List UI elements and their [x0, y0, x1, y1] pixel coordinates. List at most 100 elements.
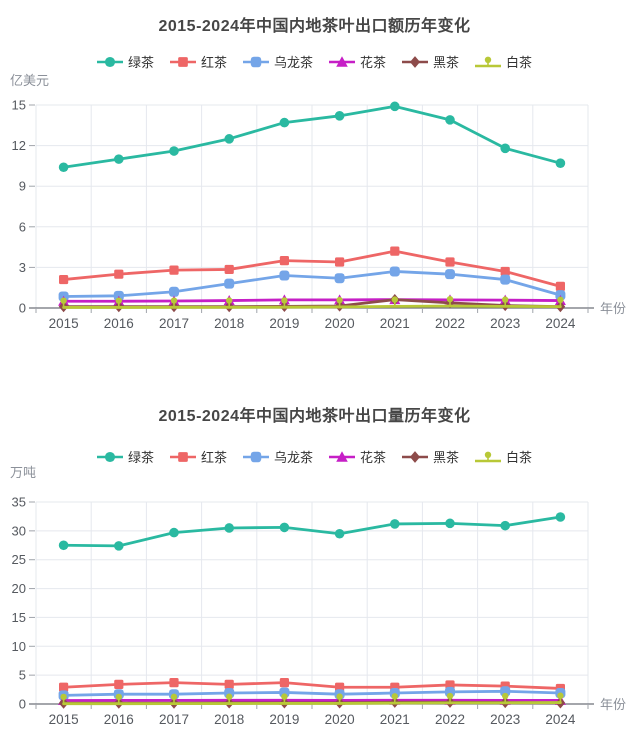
series-point-green-tea[interactable] — [58, 540, 69, 551]
series-point-white-tea[interactable] — [170, 297, 178, 304]
series-point-green-tea[interactable] — [169, 146, 179, 156]
legend-item-oolong-tea[interactable]: 乌龙茶 — [242, 52, 313, 71]
green-tea-legend-symbol[interactable] — [104, 56, 115, 67]
legend-item-black-tea[interactable]: 红茶 — [169, 52, 227, 71]
series-point-white-tea[interactable] — [281, 693, 288, 700]
y-axis-name: 亿美元 — [10, 73, 50, 88]
series-point-black-tea[interactable] — [279, 678, 289, 688]
series-point-white-tea[interactable] — [60, 297, 67, 304]
series-point-green-tea[interactable] — [224, 134, 234, 144]
legend-item-white-tea[interactable]: 白茶 — [475, 52, 532, 71]
series-point-white-tea[interactable] — [226, 693, 233, 700]
series-point-green-tea[interactable] — [334, 528, 345, 539]
x-axis-name: 年份 — [600, 697, 626, 712]
series-point-white-tea[interactable] — [502, 692, 509, 700]
x-tick-label: 2020 — [325, 316, 355, 331]
series-point-black-tea[interactable] — [224, 679, 234, 689]
series-point-white-tea[interactable] — [557, 692, 564, 699]
oolong-tea-legend-symbol[interactable] — [250, 56, 262, 67]
series-point-oolong-tea[interactable] — [500, 274, 511, 285]
legend-item-green-tea[interactable]: 绿茶 — [96, 447, 154, 466]
series-point-green-tea[interactable] — [114, 154, 124, 164]
series-point-green-tea[interactable] — [445, 115, 455, 125]
black-tea-legend-symbol[interactable] — [178, 451, 188, 462]
series-point-white-tea[interactable] — [391, 693, 398, 700]
flower-tea-legend-symbol[interactable] — [336, 55, 348, 67]
y-tick-label: 35 — [12, 495, 26, 510]
flower-tea-legend-symbol[interactable] — [336, 450, 348, 462]
series-point-black-tea[interactable] — [59, 274, 69, 285]
series-point-oolong-tea[interactable] — [445, 269, 455, 280]
series-point-oolong-tea[interactable] — [169, 286, 179, 297]
series-point-green-tea[interactable] — [58, 162, 69, 173]
series-point-white-tea[interactable] — [502, 296, 509, 303]
series-line-green-tea — [62, 515, 562, 548]
green-tea-legend-marker-icon — [96, 56, 123, 67]
series-point-white-tea[interactable] — [446, 692, 454, 700]
series-point-white-tea[interactable] — [391, 296, 398, 303]
series-point-white-tea[interactable] — [226, 297, 233, 304]
series-point-green-tea[interactable] — [279, 522, 290, 533]
series-point-green-tea[interactable] — [555, 512, 566, 522]
series-point-black-tea[interactable] — [59, 682, 69, 692]
series-point-oolong-tea[interactable] — [334, 273, 345, 284]
x-tick-label: 2022 — [435, 316, 465, 331]
legend-item-flower-tea[interactable]: 花茶 — [329, 52, 386, 71]
green-tea-legend-symbol[interactable] — [104, 451, 115, 462]
legend-item-dark-tea[interactable]: 黑茶 — [402, 447, 459, 466]
series-point-white-tea[interactable] — [170, 693, 178, 701]
series-point-black-tea[interactable] — [445, 257, 455, 267]
series-point-black-tea[interactable] — [169, 265, 179, 275]
series-point-white-tea[interactable] — [446, 295, 454, 303]
legend-item-green-tea[interactable]: 绿茶 — [96, 52, 154, 71]
series-point-oolong-tea[interactable] — [279, 270, 290, 281]
series-point-green-tea[interactable] — [334, 111, 345, 121]
y-tick-label: 15 — [12, 98, 26, 113]
legend-item-flower-tea[interactable]: 花茶 — [329, 447, 386, 466]
y-axis-name: 万吨 — [10, 465, 37, 480]
series-point-green-tea[interactable] — [390, 519, 400, 529]
black-tea-legend-symbol[interactable] — [178, 56, 188, 67]
series-point-green-tea[interactable] — [224, 523, 234, 533]
series-point-green-tea[interactable] — [445, 518, 455, 529]
y-tick-label: 30 — [12, 523, 26, 538]
series-point-green-tea[interactable] — [500, 143, 511, 154]
series-point-green-tea[interactable] — [279, 117, 290, 128]
series-point-oolong-tea[interactable] — [224, 278, 235, 289]
series-point-white-tea[interactable] — [281, 297, 288, 304]
legend-label: 花茶 — [360, 450, 387, 465]
series-point-white-tea[interactable] — [115, 693, 123, 701]
series-point-green-tea[interactable] — [114, 541, 124, 551]
series-point-black-tea[interactable] — [279, 256, 289, 266]
series-point-black-tea[interactable] — [169, 678, 179, 688]
legend-label: 绿茶 — [127, 55, 154, 70]
series-point-green-tea[interactable] — [390, 101, 400, 112]
oolong-tea-legend-symbol[interactable] — [250, 451, 262, 462]
series-point-black-tea[interactable] — [555, 281, 565, 291]
legend-label: 黑茶 — [433, 450, 460, 465]
legend-item-white-tea[interactable]: 白茶 — [475, 447, 532, 466]
legend-label: 白茶 — [506, 450, 533, 465]
series-point-black-tea[interactable] — [114, 269, 124, 279]
series-point-green-tea[interactable] — [169, 527, 179, 538]
series-point-white-tea[interactable] — [336, 693, 343, 700]
legend-item-dark-tea[interactable]: 黑茶 — [402, 52, 459, 71]
series-point-green-tea[interactable] — [500, 520, 511, 531]
series-point-oolong-tea[interactable] — [500, 686, 511, 697]
series-point-black-tea[interactable] — [335, 257, 345, 267]
legend-label: 红茶 — [200, 450, 227, 465]
legend-item-black-tea[interactable]: 红茶 — [169, 447, 227, 466]
series-point-black-tea[interactable] — [390, 246, 400, 256]
series-point-white-tea[interactable] — [115, 297, 123, 304]
series-point-black-tea[interactable] — [500, 266, 510, 277]
series-point-white-tea[interactable] — [557, 296, 564, 304]
series-point-white-tea[interactable] — [60, 693, 67, 701]
dark-tea-legend-symbol[interactable] — [409, 55, 421, 68]
series-point-green-tea[interactable] — [555, 158, 566, 168]
dark-tea-legend-symbol[interactable] — [409, 450, 421, 463]
series-point-black-tea[interactable] — [224, 264, 234, 275]
series-point-black-tea[interactable] — [114, 679, 124, 689]
series-point-white-tea[interactable] — [336, 296, 343, 304]
legend-item-oolong-tea[interactable]: 乌龙茶 — [242, 447, 313, 466]
series-point-oolong-tea[interactable] — [389, 266, 400, 277]
